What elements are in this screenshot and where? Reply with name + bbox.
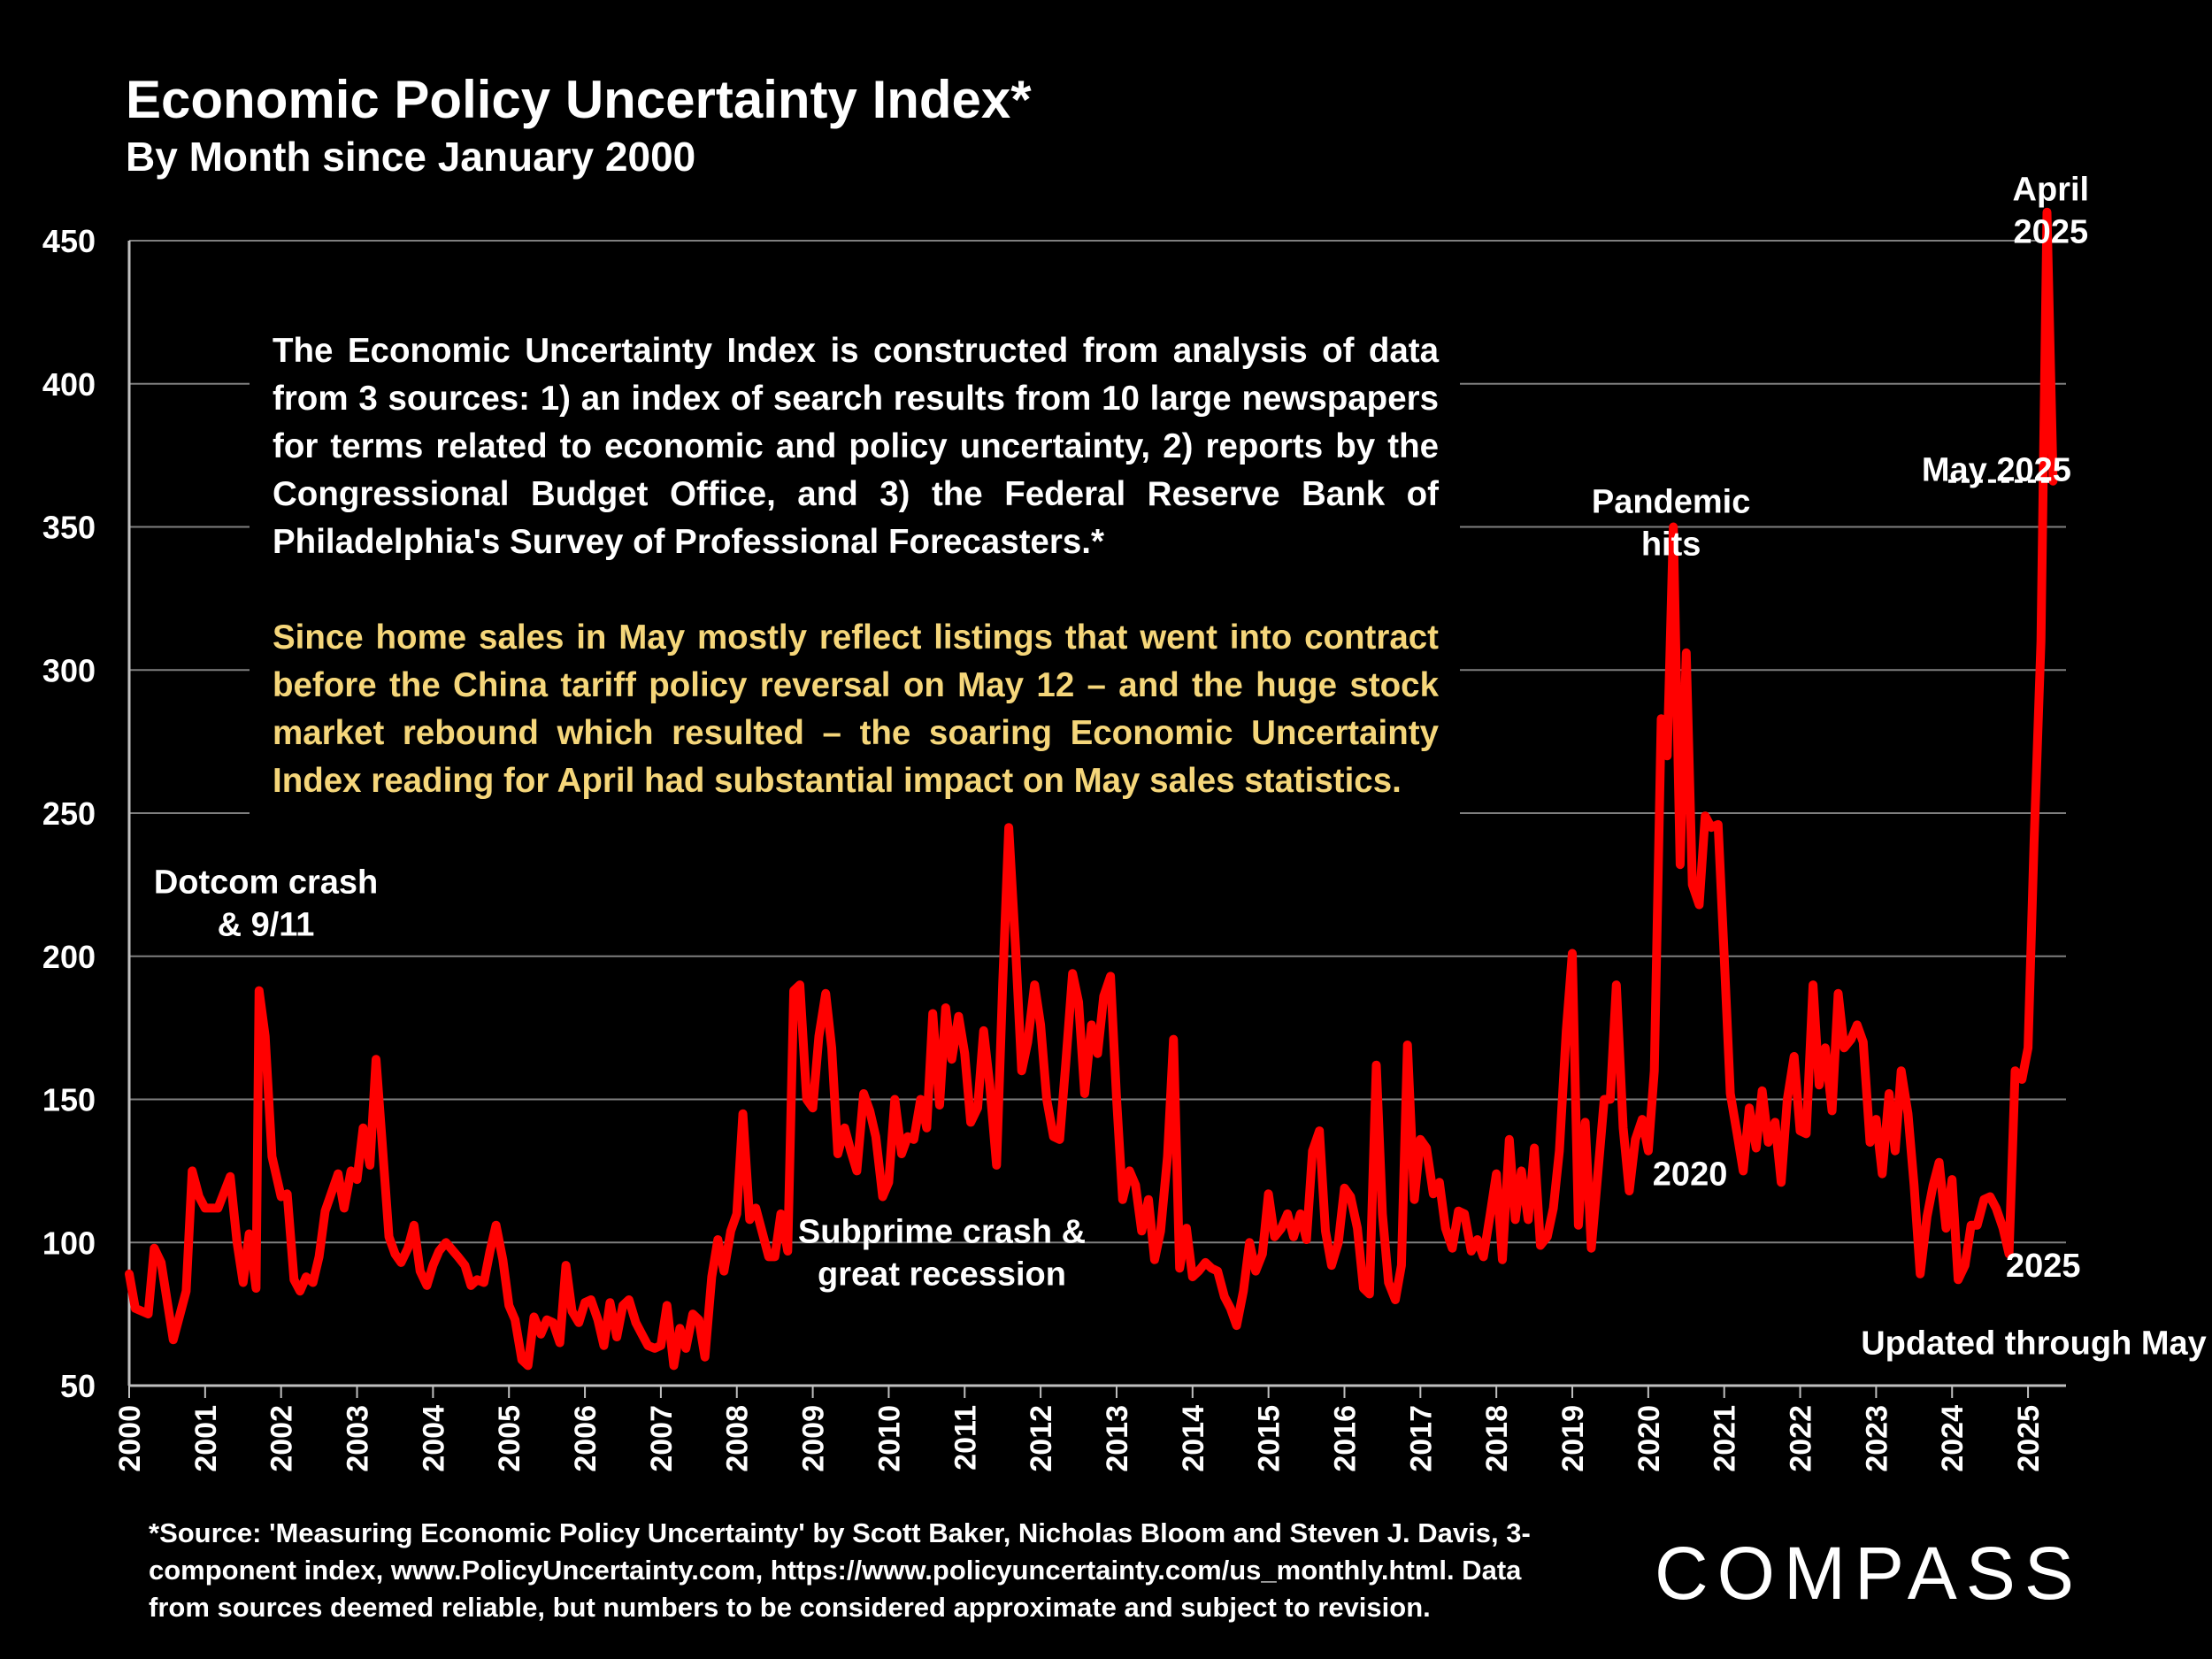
- x-tick-label: 2024: [1936, 1405, 1970, 1472]
- annotation-line: great recession: [818, 1256, 1066, 1293]
- y-tick-label: 250: [42, 795, 96, 832]
- y-tick-label: 200: [42, 939, 96, 975]
- info-paragraph-methodology: The Economic Uncertainty Index is constr…: [273, 332, 1439, 561]
- y-tick-label: 300: [42, 652, 96, 688]
- y-tick-label: 100: [42, 1225, 96, 1261]
- annotation-may2025: May 2025: [1922, 452, 2071, 489]
- compass-logo: COMPASS: [1655, 1532, 2083, 1615]
- x-tick-label: 2003: [342, 1405, 375, 1472]
- x-tick-label: 2007: [645, 1405, 679, 1472]
- x-tick-label: 2006: [569, 1405, 603, 1472]
- annotation-y2025: 2025: [2006, 1248, 2081, 1285]
- x-tick-label: 2018: [1480, 1405, 1514, 1472]
- annotation-line: & 9/11: [218, 907, 315, 944]
- x-tick-label: 2000: [113, 1405, 147, 1472]
- annotation-line: 2025: [2006, 1248, 2081, 1285]
- y-tick-label: 400: [42, 366, 96, 403]
- annotation-y2020: 2020: [1653, 1156, 1728, 1194]
- y-tick-label: 50: [60, 1368, 96, 1404]
- x-tick-label: 2002: [265, 1405, 299, 1472]
- series-line: [125, 207, 2058, 1371]
- x-tick-label: 2011: [949, 1405, 982, 1471]
- annotation-dotcom: Dotcom crash & 9/11: [154, 864, 378, 944]
- x-tick-label: 2015: [1253, 1405, 1286, 1472]
- annotation-line: Updated through May 2025: [1861, 1325, 2212, 1362]
- y-tick-label: 450: [42, 223, 96, 259]
- x-tick-label: 2016: [1328, 1405, 1362, 1472]
- x-tick-label: 2010: [872, 1405, 906, 1472]
- x-tick-label: 2005: [493, 1405, 526, 1472]
- chart-title: Economic Policy Uncertainty Index*: [126, 70, 1032, 129]
- x-tick-label: 2014: [1177, 1405, 1210, 1472]
- x-tick-label: 2017: [1404, 1405, 1438, 1472]
- annotation-line: Dotcom crash: [154, 864, 378, 902]
- annotation-subprime: Subprime crash & great recession: [798, 1213, 1086, 1293]
- x-tick-label: 2021: [1709, 1405, 1742, 1472]
- chart-subtitle: By Month since January 2000: [126, 134, 696, 180]
- annotation-line: May 2025: [1922, 452, 2071, 489]
- annotation-updated: Updated through May 2025: [1861, 1325, 2212, 1362]
- annotation-line: hits: [1641, 526, 1701, 563]
- annotation-line: Subprime crash &: [798, 1213, 1086, 1250]
- x-tick-label: 2023: [1860, 1405, 1893, 1472]
- annotation-pandemic: Pandemic hits: [1592, 483, 1751, 563]
- x-tick-label: 2022: [1785, 1405, 1818, 1472]
- info-paragraph-may-sales: Since home sales in May mostly reflect l…: [273, 618, 1439, 800]
- x-tick-label: 2001: [189, 1405, 223, 1472]
- info-box: The Economic Uncertainty Index is constr…: [250, 319, 1460, 823]
- x-tick-label: 2008: [721, 1405, 755, 1472]
- annotation-line: 2020: [1653, 1156, 1728, 1194]
- x-tick-label: 2025: [2012, 1405, 2046, 1472]
- x-tick-label: 2013: [1101, 1405, 1134, 1472]
- x-tick-label: 2004: [417, 1405, 450, 1472]
- y-tick-label: 350: [42, 510, 96, 546]
- y-tick-label: 150: [42, 1082, 96, 1118]
- x-tick-label: 2009: [797, 1405, 831, 1472]
- source-note: *Source: 'Measuring Economic Policy Unce…: [149, 1517, 1531, 1623]
- annotation-line: 2025: [2014, 214, 2089, 251]
- annotation-line: April: [2013, 172, 2090, 209]
- x-tick-label: 2020: [1632, 1405, 1666, 1472]
- annotation-april2025: April 2025: [2013, 172, 2090, 251]
- x-tick-label: 2019: [1556, 1405, 1590, 1472]
- x-tick-label: 2012: [1025, 1405, 1058, 1472]
- annotation-line: Pandemic: [1592, 483, 1751, 520]
